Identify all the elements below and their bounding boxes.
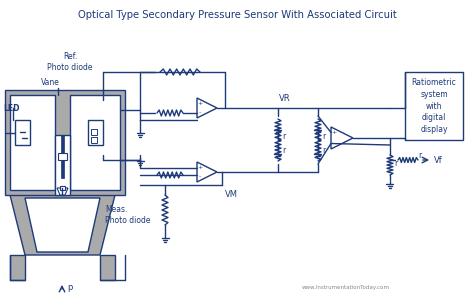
Text: VM: VM <box>225 190 238 199</box>
Text: +: + <box>331 130 337 135</box>
Text: r: r <box>322 131 325 141</box>
Bar <box>10 255 25 280</box>
Text: r: r <box>282 131 285 141</box>
Text: Vf: Vf <box>434 156 443 165</box>
Text: -: - <box>199 175 201 180</box>
Bar <box>60 186 65 190</box>
Bar <box>5 90 125 195</box>
Bar <box>91 129 97 135</box>
Text: www.InstrumentationToday.com: www.InstrumentationToday.com <box>302 285 390 290</box>
Bar <box>100 255 115 280</box>
Text: LED: LED <box>3 103 19 113</box>
Text: -: - <box>199 111 201 116</box>
Text: Vane: Vane <box>41 78 59 86</box>
Text: Optical Type Secondary Pressure Sensor With Associated Circuit: Optical Type Secondary Pressure Sensor W… <box>78 10 396 20</box>
Bar <box>91 137 97 143</box>
Text: p: p <box>67 283 73 291</box>
Bar <box>55 135 70 195</box>
Polygon shape <box>10 195 115 255</box>
Text: r: r <box>418 151 421 160</box>
Bar <box>15 120 30 145</box>
Bar <box>61 135 64 178</box>
Text: -: - <box>333 141 335 146</box>
Text: VR: VR <box>279 94 291 103</box>
Bar <box>405 72 463 140</box>
Bar <box>58 153 67 160</box>
Text: Meas.
Photo diode: Meas. Photo diode <box>105 205 151 225</box>
Bar <box>70 95 120 190</box>
Text: +: + <box>197 101 202 106</box>
Polygon shape <box>25 198 100 252</box>
Text: +: + <box>197 165 202 170</box>
Text: r: r <box>322 146 325 155</box>
Bar <box>88 120 103 145</box>
Text: Ratiometric
system
with
digital
display: Ratiometric system with digital display <box>411 78 456 134</box>
Bar <box>10 95 55 190</box>
Text: r: r <box>282 146 285 155</box>
Text: Ref.
Photo diode: Ref. Photo diode <box>47 52 93 72</box>
Polygon shape <box>57 188 68 195</box>
Text: r: r <box>394 158 397 168</box>
